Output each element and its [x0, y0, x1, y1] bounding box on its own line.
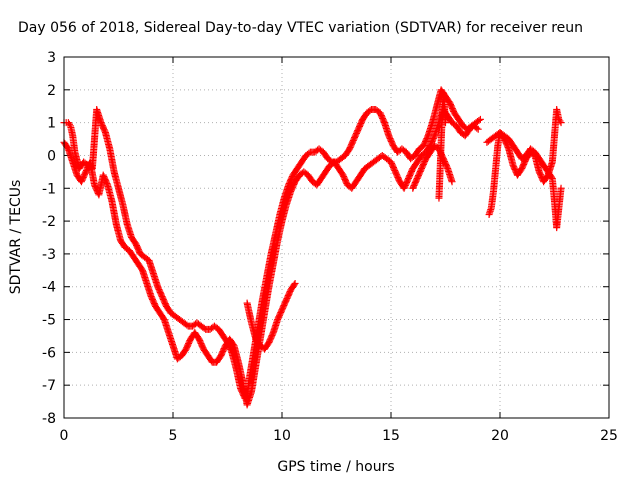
data-point [557, 119, 565, 127]
series-track-b [60, 106, 482, 409]
y-tick-label: -6 [42, 345, 56, 361]
x-tick-label: 20 [491, 428, 509, 444]
chart-title: Day 056 of 2018, Sidereal Day-to-day VTE… [18, 20, 583, 36]
y-tick-label: -2 [42, 214, 56, 230]
data-point [291, 279, 299, 287]
x-axis-label: GPS time / hours [277, 459, 394, 475]
data-point-interp [65, 120, 73, 128]
data-point [448, 178, 456, 186]
y-tick-label: -3 [42, 247, 56, 263]
y-tick-label: 1 [47, 116, 56, 132]
data-point [557, 184, 565, 192]
series-track-c [243, 279, 299, 353]
x-tick-label: 10 [273, 428, 291, 444]
y-tick-label: -4 [42, 280, 56, 296]
data-point [476, 115, 484, 123]
data-point [442, 119, 449, 127]
series-track-e [435, 89, 449, 202]
tick-labels: 0 5 10 15 20 25 -8 -7 -6 -5 -4 -3 -2 -1 0 1 2 3 [42, 50, 618, 444]
data-point-interp [290, 281, 298, 289]
grid [64, 57, 609, 418]
plot-frame [63, 56, 610, 419]
y-tick-label: 0 [47, 148, 56, 164]
data-point-interp [473, 124, 481, 132]
x-tick-label: 25 [600, 428, 618, 444]
data-markers [60, 86, 565, 409]
series-track-g [483, 106, 565, 186]
y-tick-label: -5 [42, 313, 56, 329]
y-tick-label: 3 [47, 50, 56, 66]
axis-ticks [63, 56, 610, 419]
data-point-interp [556, 117, 564, 125]
y-tick-label: -7 [42, 378, 56, 394]
data-point-interp [475, 116, 483, 124]
y-tick-label: -8 [42, 411, 56, 427]
x-tick-label: 15 [382, 428, 400, 444]
data-point [474, 125, 482, 133]
y-tick-label: -1 [42, 181, 56, 197]
series-track-d [409, 142, 456, 192]
x-tick-label: 5 [169, 428, 178, 444]
y-tick-label: 2 [47, 83, 56, 99]
y-axis-label: SDTVAR / TECUs [8, 180, 24, 295]
x-tick-label: 0 [60, 428, 69, 444]
